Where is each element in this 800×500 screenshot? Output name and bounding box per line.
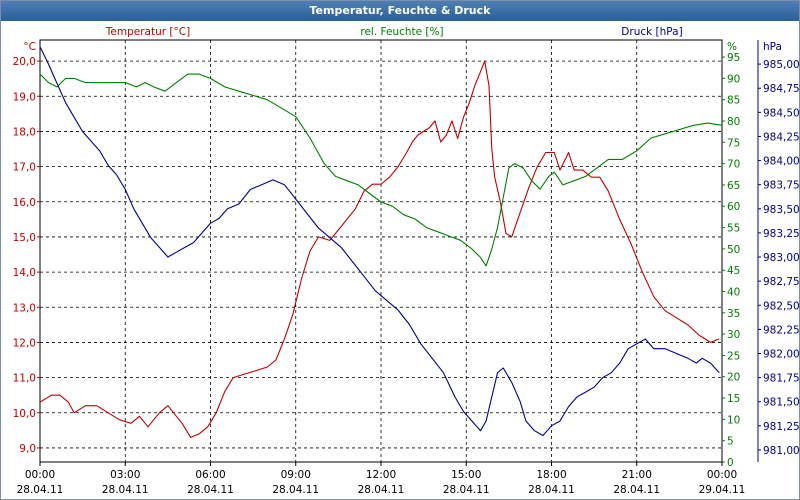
x-tick-time: 03:00	[110, 469, 140, 481]
pressure-tick-label: 982,25	[763, 324, 800, 336]
temperature-tick-label: 9,0	[19, 443, 36, 455]
temperature-unit: °C	[23, 41, 36, 53]
temperature-tick-label: 16,0	[13, 197, 36, 209]
humidity-tick-label: 40	[727, 286, 740, 298]
humidity-tick-label: 75	[727, 137, 740, 149]
x-tick-time: 06:00	[195, 469, 225, 481]
pressure-tick-label: 984,50	[763, 107, 800, 119]
humidity-tick-label: 60	[727, 201, 740, 213]
series-line-pressure	[39, 46, 720, 437]
pressure-tick-label: 985,00	[763, 59, 800, 71]
pressure-tick-label: 984,75	[763, 83, 800, 95]
x-tick-time: 00:00	[707, 469, 737, 481]
humidity-tick-label: 50	[727, 244, 740, 256]
humidity-tick-label: 65	[727, 180, 740, 192]
pressure-axis-label: Druck [hPa]	[621, 26, 682, 38]
humidity-tick-label: 5	[727, 436, 734, 448]
temperature-tick-label: 13,0	[13, 302, 36, 314]
temperature-tick-label: 20,0	[13, 56, 36, 68]
humidity-axis-label: rel. Feuchte [%]	[360, 26, 443, 38]
pressure-tick-label: 981,00	[763, 445, 800, 457]
humidity-tick-label: 85	[727, 95, 740, 107]
pressure-tick-label: 981,25	[763, 421, 800, 433]
temperature-tick-label: 19,0	[13, 91, 36, 103]
x-tick-date: 28.04.11	[17, 484, 64, 496]
pressure-tick-label: 983,25	[763, 228, 800, 240]
x-tick-date: 29.04.11	[699, 484, 746, 496]
pressure-unit: hPa	[763, 41, 782, 53]
x-tick-time: 15:00	[451, 469, 481, 481]
temperature-tick-label: 12,0	[13, 337, 36, 349]
series-line-humidity	[39, 73, 723, 267]
pressure-tick-label: 984,00	[763, 156, 800, 168]
humidity-tick-label: 30	[727, 329, 740, 341]
x-tick-time: 00:00	[25, 469, 55, 481]
x-tick-date: 28.04.11	[528, 484, 575, 496]
pressure-tick-label: 981,50	[763, 397, 800, 409]
x-tick-time: 21:00	[622, 469, 652, 481]
humidity-tick-label: 20	[727, 372, 740, 384]
x-tick-date: 28.04.11	[272, 484, 319, 496]
temperature-tick-label: 15,0	[13, 232, 36, 244]
humidity-tick-label: 55	[727, 223, 740, 235]
x-tick-date: 28.04.11	[613, 484, 660, 496]
humidity-tick-label: 70	[727, 159, 740, 171]
humidity-tick-label: 0	[727, 457, 734, 469]
x-tick-date: 28.04.11	[358, 484, 405, 496]
pressure-tick-label: 983,00	[763, 252, 800, 264]
temperature-tick-label: 14,0	[13, 267, 36, 279]
temperature-tick-label: 18,0	[13, 126, 36, 138]
x-tick-time: 18:00	[536, 469, 566, 481]
pressure-tick-label: 982,75	[763, 276, 800, 288]
temperature-axis-label: Temperatur [°C]	[105, 26, 190, 38]
humidity-tick-label: 25	[727, 350, 740, 362]
series-line-temperature	[39, 60, 720, 438]
temperature-tick-label: 10,0	[13, 408, 36, 420]
x-tick-date: 28.04.11	[443, 484, 490, 496]
pressure-tick-label: 981,75	[763, 373, 800, 385]
x-tick-date: 28.04.11	[187, 484, 234, 496]
humidity-tick-label: 80	[727, 116, 740, 128]
temperature-tick-label: 17,0	[13, 162, 36, 174]
x-tick-time: 12:00	[366, 469, 396, 481]
humidity-tick-label: 15	[727, 393, 740, 405]
pressure-tick-label: 982,00	[763, 348, 800, 360]
chart-title: Temperatur, Feuchte & Druck	[1, 1, 799, 21]
humidity-tick-label: 10	[727, 414, 740, 426]
humidity-unit: %	[727, 41, 737, 53]
pressure-tick-label: 983,50	[763, 204, 800, 216]
pressure-tick-label: 984,25	[763, 131, 800, 143]
humidity-tick-label: 95	[727, 52, 740, 64]
pressure-tick-label: 983,75	[763, 180, 800, 192]
temperature-tick-label: 11,0	[13, 373, 36, 385]
humidity-tick-label: 90	[727, 73, 740, 85]
pressure-tick-label: 982,50	[763, 300, 800, 312]
humidity-tick-label: 45	[727, 265, 740, 277]
x-tick-time: 09:00	[281, 469, 311, 481]
humidity-tick-label: 35	[727, 308, 740, 320]
x-tick-date: 28.04.11	[102, 484, 149, 496]
